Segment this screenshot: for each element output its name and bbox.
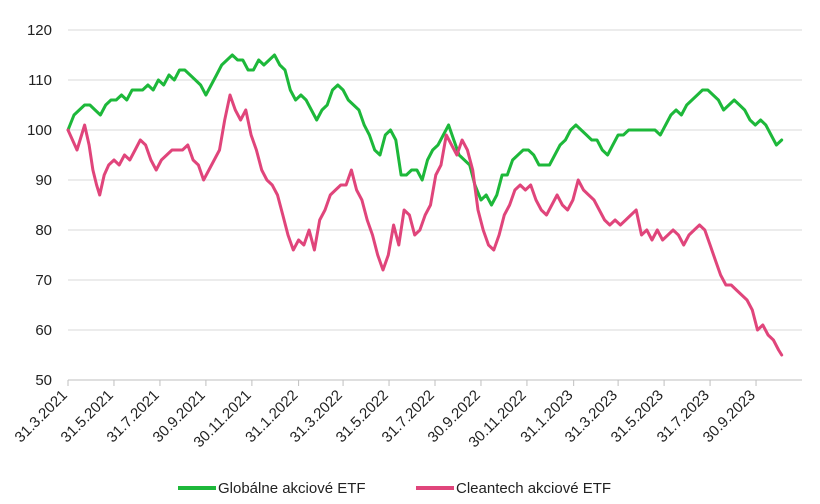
- y-tick-label: 70: [35, 272, 52, 289]
- legend: Globálne akciové ETF Cleantech akciové ET…: [178, 480, 611, 497]
- y-tick-label: 60: [35, 322, 52, 339]
- y-tick-label: 120: [27, 22, 52, 39]
- y-tick-label: 90: [35, 172, 52, 189]
- y-tick-label: 100: [27, 122, 52, 139]
- legend-label: Cleantech akciové ETF: [456, 480, 611, 497]
- y-tick-label: 80: [35, 222, 52, 239]
- series-lines: [66, 53, 784, 357]
- legend-label: Globálne akciové ETF: [218, 480, 366, 497]
- y-axis: 50 60 70 80 90 100 110 120: [27, 22, 52, 389]
- x-axis: 31.3.202131.5.202131.7.202130.9.202130.1…: [12, 379, 802, 451]
- series-line-1: [66, 53, 784, 207]
- gridlines: [68, 29, 802, 331]
- series-line-2: [66, 93, 784, 357]
- y-tick-label: 110: [28, 72, 52, 89]
- y-tick-label: 50: [35, 372, 52, 389]
